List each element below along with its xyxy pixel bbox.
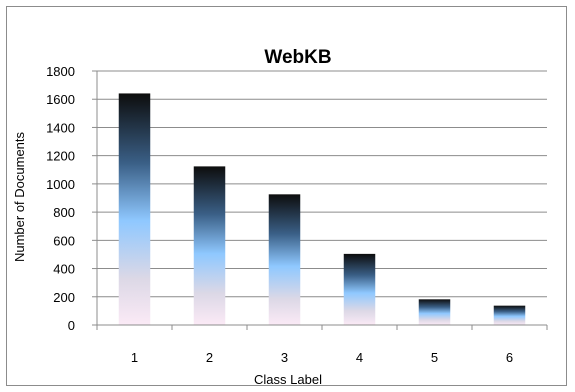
- x-tick-label: 4: [356, 350, 363, 365]
- x-tick-label: 1: [131, 350, 138, 365]
- y-tick-label: 600: [53, 233, 75, 248]
- bar-1: [118, 93, 151, 325]
- y-tick-label: 1000: [46, 177, 75, 192]
- bars: [118, 93, 526, 325]
- y-tick-label: 1400: [46, 120, 75, 135]
- x-tick-label: 2: [206, 350, 213, 365]
- y-tick-label: 400: [53, 262, 75, 277]
- bar-3: [268, 194, 301, 325]
- y-tick-label: 1800: [46, 64, 75, 79]
- x-axis-title: Class Label: [254, 372, 322, 387]
- y-axis-title: Number of Documents: [12, 131, 27, 262]
- y-tick-label: 200: [53, 290, 75, 305]
- chart-title: WebKB: [264, 47, 331, 68]
- x-tick-label: 3: [281, 350, 288, 365]
- bar-2: [193, 166, 226, 325]
- bar-5: [418, 299, 451, 325]
- axes: [96, 71, 548, 330]
- bar-4: [343, 253, 376, 325]
- y-tick-labels: 0 200 400 600 800 1000 1200 1400 1600 1800: [46, 64, 75, 333]
- x-tick-labels: 1 2 3 4 5 6: [131, 325, 513, 365]
- y-tick-label: 1200: [46, 149, 75, 164]
- bar-6: [493, 305, 526, 325]
- x-tick-label: 5: [431, 350, 438, 365]
- y-tick-label: 800: [53, 205, 75, 220]
- y-tick-label: 0: [68, 318, 75, 333]
- x-tick-label: 6: [506, 350, 513, 365]
- gridlines: [92, 70, 547, 326]
- y-tick-label: 1600: [46, 92, 75, 107]
